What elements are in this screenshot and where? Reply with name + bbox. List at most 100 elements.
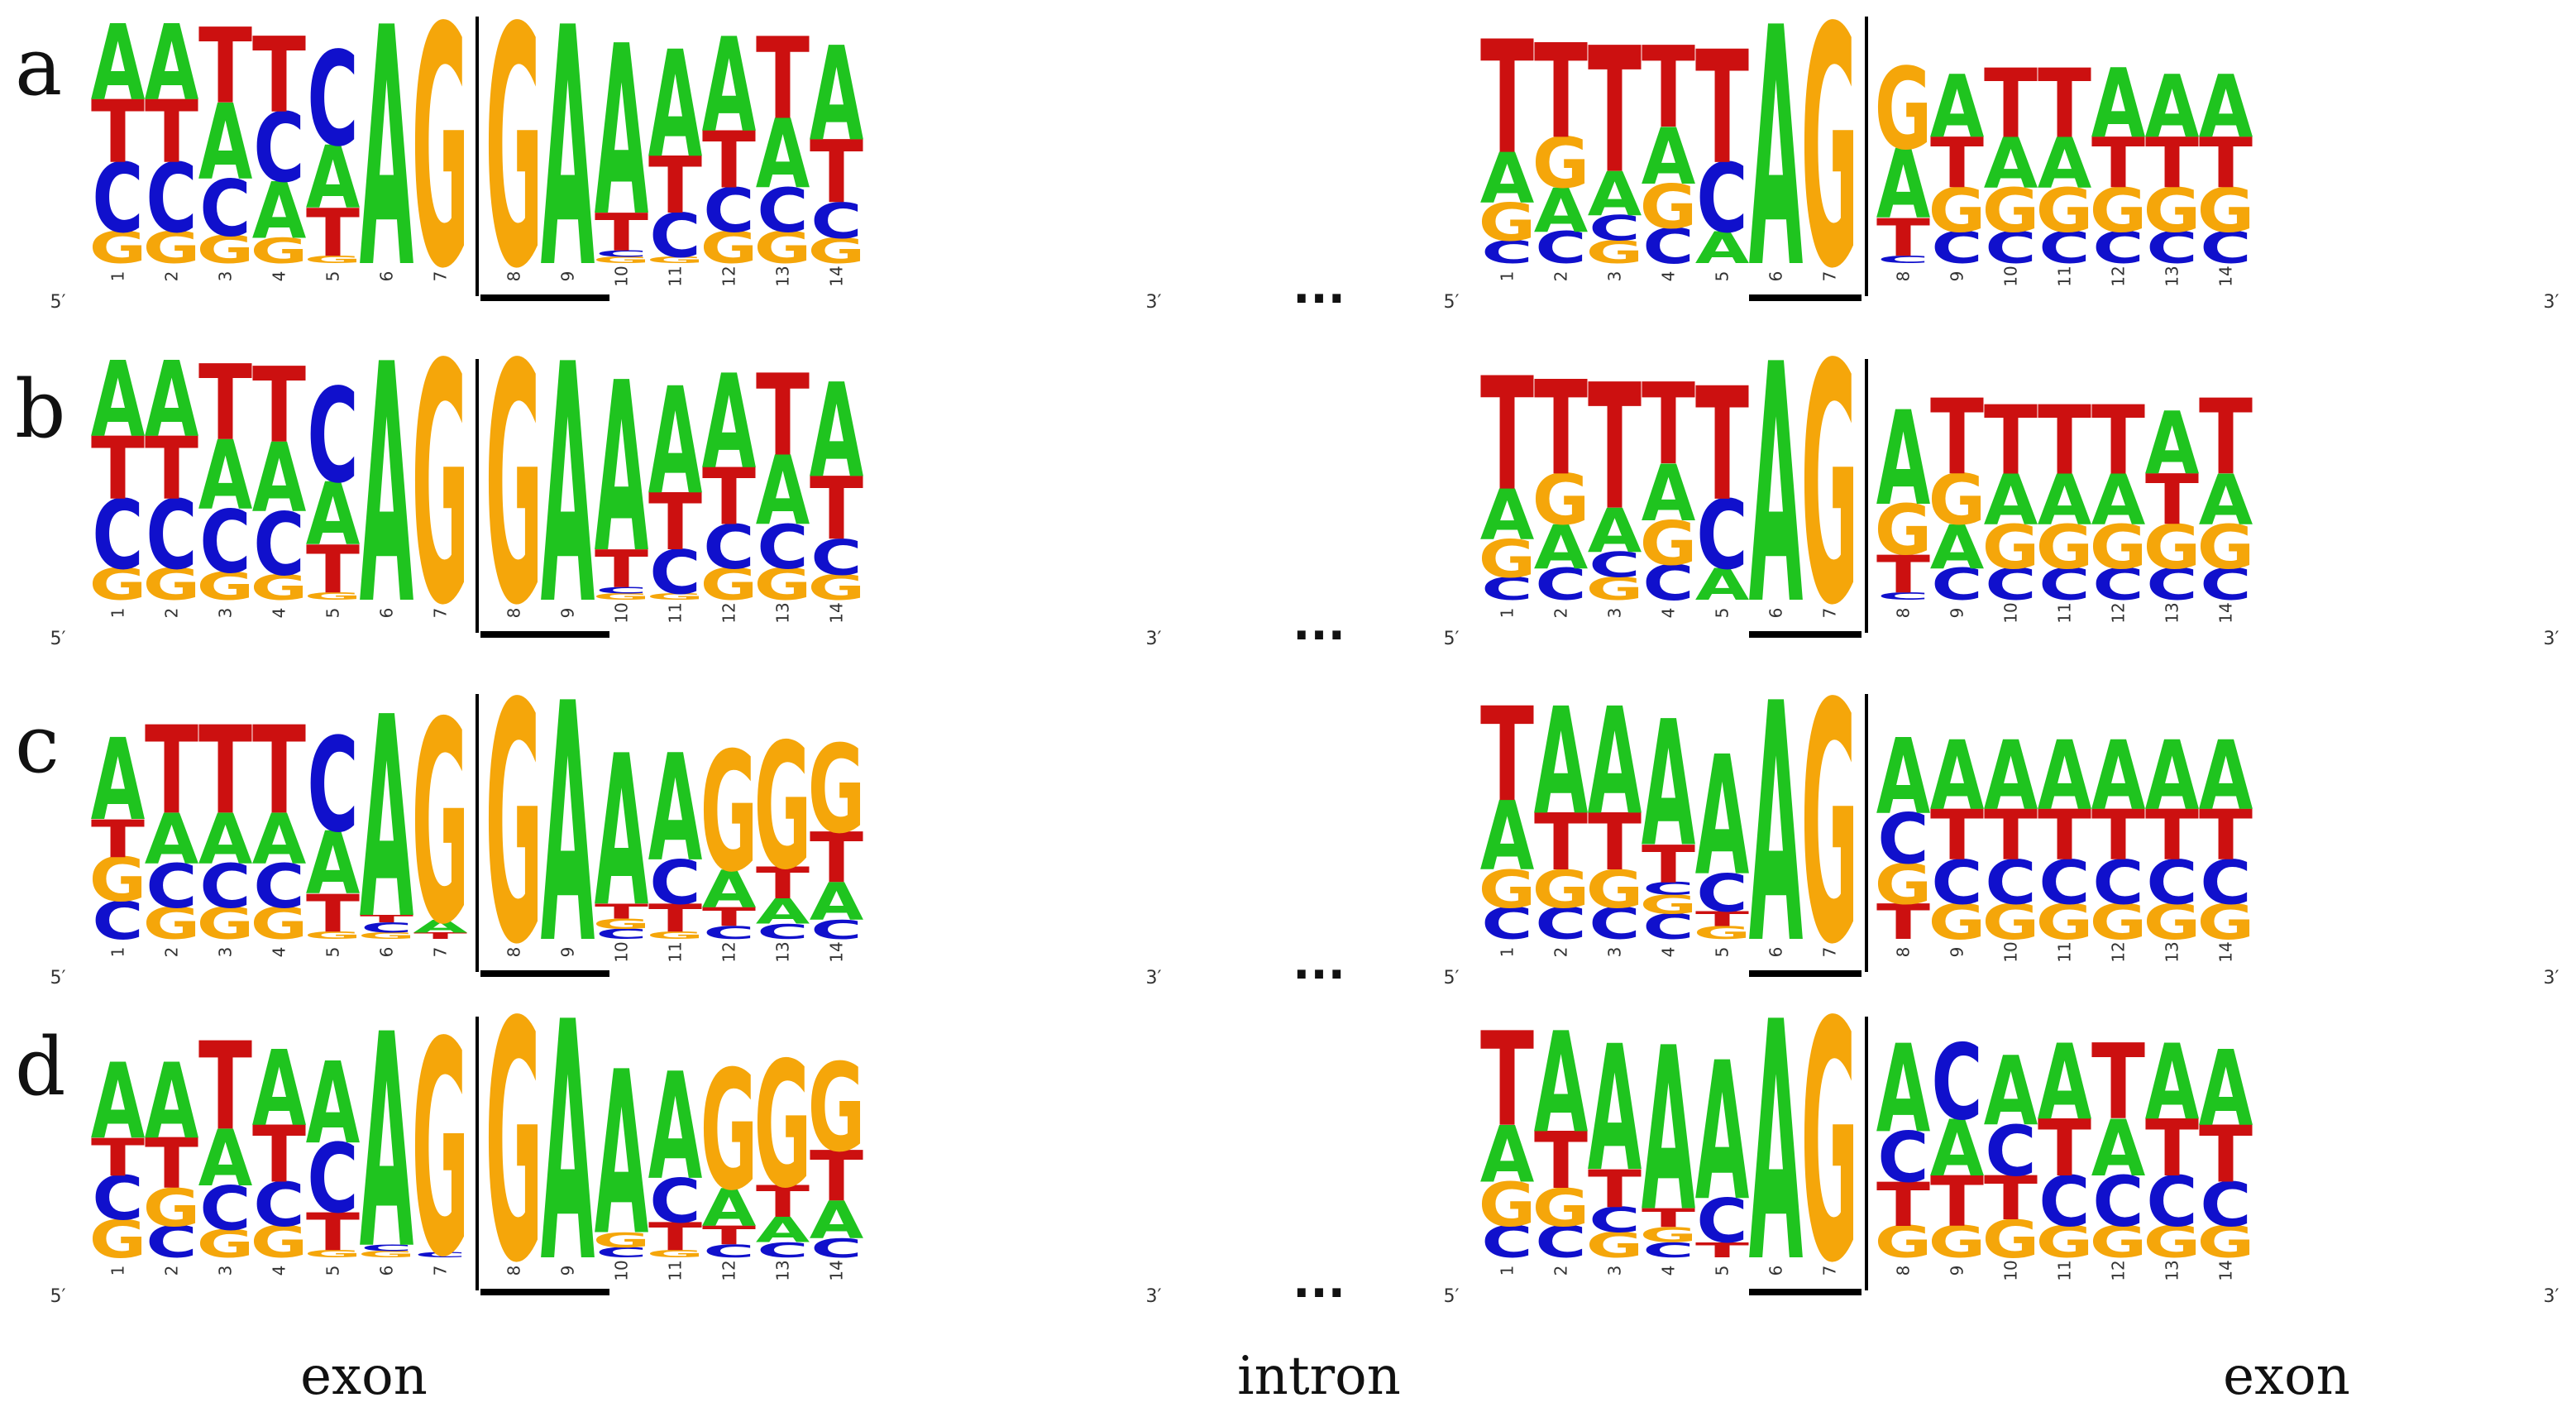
five-prime-label: 5′ [1444, 629, 1460, 649]
letter-g: G [593, 591, 651, 601]
letter-c: C [361, 1243, 412, 1253]
letter-c: C [757, 1238, 808, 1262]
position-label: 2 [162, 608, 182, 619]
letter-g: G [358, 931, 416, 941]
letter-t: T [1480, 9, 1534, 189]
letter-a: A [252, 1030, 307, 1150]
panel-label: a [15, 21, 62, 113]
letter-c: C [199, 164, 251, 254]
letter-g: G [89, 560, 147, 610]
letter-a: A [2091, 48, 2146, 159]
letter-c: C [307, 24, 358, 175]
letter-c: C [1642, 555, 1694, 611]
letter-g: G [808, 567, 866, 608]
letter-t: T [2199, 124, 2253, 204]
letter-c: C [595, 926, 647, 942]
letter-t: T [702, 1221, 756, 1252]
letter-t: T [252, 347, 306, 467]
letter-c: C [2146, 223, 2197, 274]
position-label: 13 [2163, 941, 2182, 962]
letter-c: C [703, 175, 754, 246]
letter-t: T [756, 350, 810, 481]
letter-a: A [252, 166, 307, 256]
letter-c: C [253, 93, 304, 203]
letter-a: A [2145, 720, 2200, 831]
letter-t: T [1876, 208, 1930, 268]
intron-ellipsis: ... [1293, 1255, 1345, 1309]
letter-c: C [1877, 799, 1928, 879]
position-label: 1 [108, 271, 128, 282]
three-prime-label: 3′ [1146, 292, 1162, 313]
position-label: 7 [1820, 271, 1840, 282]
position-label: 12 [2109, 1260, 2129, 1280]
letter-a: A [702, 347, 757, 498]
letter-c: C [703, 1242, 754, 1261]
position-label: 3 [1605, 608, 1625, 619]
letter-a: A [2038, 123, 2092, 203]
letter-t: T [1695, 19, 1749, 199]
letter-t: T [702, 116, 756, 206]
letter-c: C [414, 1251, 466, 1259]
three-prime-label: 3′ [1146, 629, 1162, 649]
letter-c: C [253, 851, 304, 921]
letter-g: G [143, 223, 201, 274]
letter-t: T [1588, 1159, 1642, 1219]
position-label: 12 [2109, 941, 2129, 962]
panel-label: b [15, 363, 65, 456]
letter-t: T [145, 701, 198, 842]
letter-g: G [754, 223, 812, 274]
letter-c: C [2092, 1161, 2143, 1242]
letter-t: T [1534, 17, 1588, 167]
letter-t: T [1588, 12, 1642, 213]
letter-g: G [2143, 512, 2201, 582]
position-label: 5 [323, 608, 343, 619]
letter-c: C [2092, 223, 2143, 274]
letter-a: A [252, 423, 307, 534]
letter-g: G [2143, 175, 2201, 246]
position-label: 13 [773, 602, 793, 623]
position-label: 2 [162, 947, 182, 958]
position-label: 4 [1659, 1266, 1679, 1276]
letter-c: C [1696, 1186, 1747, 1256]
position-label: 14 [827, 1260, 847, 1280]
letter-g: G [485, 0, 543, 341]
position-label: 2 [162, 271, 182, 282]
position-label: 14 [827, 266, 847, 286]
position-label: 14 [2216, 602, 2236, 623]
letter-c: C [2092, 848, 2143, 918]
letter-t: T [145, 419, 198, 519]
letter-a: A [1749, 0, 1804, 341]
letter-a: A [1749, 952, 1804, 1335]
letter-t: T [2091, 385, 2145, 496]
letter-a: A [1930, 1104, 1985, 1194]
letter-t: T [756, 13, 810, 145]
position-label: 3 [1605, 271, 1625, 282]
letter-t: T [252, 701, 306, 842]
letter-a: A [2199, 1030, 2253, 1150]
letter-c: C [1535, 899, 1586, 950]
position-label: 7 [431, 1266, 451, 1276]
letter-g: G [1928, 894, 1986, 950]
letter-a: A [648, 723, 703, 894]
letter-c: C [703, 923, 754, 943]
letter-g: G [412, 294, 470, 677]
letter-t: T [1695, 907, 1750, 931]
letter-t: T [2199, 1110, 2253, 1200]
position-label: 8 [504, 1266, 524, 1276]
letter-c: C [307, 710, 358, 861]
letter-g: G [593, 255, 651, 265]
position-label: 8 [1894, 271, 1914, 282]
position-label: 12 [719, 602, 739, 623]
letter-a: A [1930, 720, 1985, 831]
position-label: 10 [612, 266, 632, 286]
letter-g: G [754, 1025, 812, 1227]
position-label: 4 [270, 271, 289, 282]
letter-c: C [2146, 1161, 2197, 1242]
letter-a: A [198, 799, 253, 879]
letter-g: G [2197, 1218, 2255, 1268]
position-label: 14 [2216, 266, 2236, 286]
letter-g: G [358, 1249, 416, 1259]
five-prime-label: 5′ [1444, 968, 1460, 988]
letter-c: C [2038, 560, 2090, 610]
